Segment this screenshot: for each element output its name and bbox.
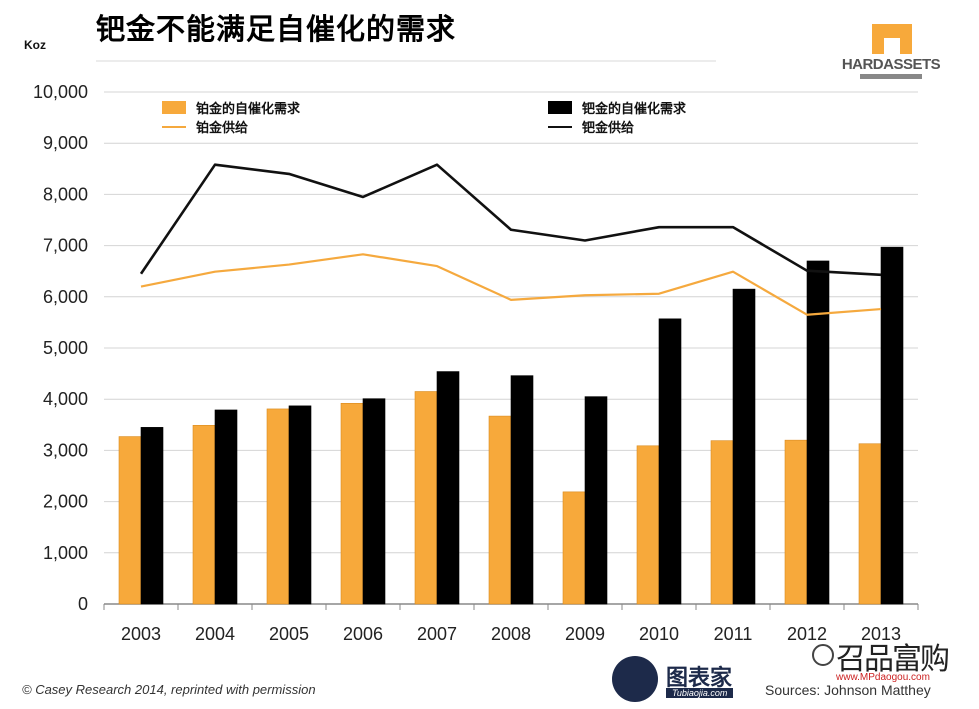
- palladium-demand-bar: [288, 405, 312, 605]
- palladium-demand-bar: [658, 318, 682, 605]
- y-tick-label: 5,000: [43, 338, 88, 358]
- y-tick-label: 0: [78, 594, 88, 614]
- palladium-demand-bar: [214, 409, 238, 605]
- bar-layer: [118, 246, 904, 605]
- platinum-supply-line: [140, 253, 882, 316]
- logo-text: HARDASSETS: [841, 56, 941, 73]
- x-tick-label: 2004: [195, 624, 235, 644]
- title-divider: [96, 60, 716, 62]
- grid-layer: [103, 91, 919, 610]
- legend-label-palladium-supply: 钯金供给: [581, 120, 634, 136]
- palladium-demand-bar: [806, 260, 830, 605]
- palladium-demand-bar: [880, 246, 904, 605]
- platinum-demand-bar: [858, 443, 882, 605]
- source-text: Sources: Johnson Matthey: [765, 682, 931, 698]
- platinum-demand-bar: [118, 436, 142, 605]
- y-tick-label: 8,000: [43, 184, 88, 204]
- palladium-demand-bar: [436, 371, 460, 605]
- y-tick-label: 10,000: [33, 82, 88, 102]
- legend-label-platinum-demand: 铂金的自催化需求: [196, 101, 301, 117]
- x-tick-label: 2010: [639, 624, 679, 644]
- platinum-demand-bar: [562, 491, 586, 605]
- tubiaojia-text: 图表家: [666, 666, 733, 691]
- y-tick-label: 9,000: [43, 133, 88, 153]
- x-tick-label: 2006: [343, 624, 383, 644]
- palladium-demand-bar: [584, 396, 608, 605]
- legend-label-palladium-demand: 钯金的自催化需求: [581, 101, 687, 117]
- x-tick-label: 2005: [269, 624, 309, 644]
- y-axis-unit: Koz: [24, 38, 46, 52]
- y-tick-label: 7,000: [43, 236, 88, 256]
- y-tick-label: 4,000: [43, 389, 88, 409]
- y-tick-label: 6,000: [43, 287, 88, 307]
- x-tick-labels: 2003 2004 2005 2006 2007 2008 2009 2010 2011 2012…: [121, 624, 901, 644]
- line-layer: [139, 163, 882, 316]
- mpdaogou-text: 召品富购: [836, 642, 950, 677]
- palladium-supply-line: [139, 163, 882, 277]
- y-tick-label: 3,000: [43, 440, 88, 460]
- platinum-demand-bar: [414, 391, 438, 605]
- tubiaojia-url: Tubiaojia.com: [666, 688, 734, 698]
- y-tick-label: 2,000: [43, 492, 88, 512]
- legend-swatch-palladium-demand: [548, 101, 572, 114]
- palladium-demand-bar: [362, 398, 386, 605]
- platinum-demand-bar: [192, 425, 216, 605]
- platinum-demand-bar: [340, 402, 364, 605]
- y-tick-label: 1,000: [43, 543, 88, 563]
- mpdaogou-url: www.MPdaogou.com: [836, 672, 930, 683]
- platinum-demand-bar: [266, 408, 290, 605]
- platinum-demand-bar: [488, 415, 512, 605]
- x-tick-label: 2009: [565, 624, 605, 644]
- legend: 铂金的自催化需求 钯金的自催化需求 铂金供给 钯金供给: [162, 101, 687, 136]
- tubiaojia-watermark: 图表家 Tubiaojia.com: [612, 656, 762, 702]
- x-tick-label: 2003: [121, 624, 161, 644]
- y-tick-labels: 0 1,000 2,000 3,000 4,000 5,000 6,000 7,000 8,00…: [33, 82, 88, 614]
- mpdaogou-watermark: 召品富购 www.MPdaogou.com: [812, 634, 962, 684]
- x-tick-label: 2012: [787, 624, 827, 644]
- logo-mark-icon: [872, 24, 912, 54]
- platinum-demand-bar: [784, 439, 808, 605]
- wechat-icon: [812, 644, 834, 666]
- x-tick-label: 2013: [861, 624, 901, 644]
- palladium-demand-bar: [140, 427, 164, 605]
- x-tick-label: 2007: [417, 624, 457, 644]
- palladium-demand-bar: [732, 288, 756, 605]
- palladium-demand-bar: [510, 375, 534, 605]
- x-tick-label: 2011: [714, 624, 753, 644]
- legend-label-platinum-supply: 铂金供给: [196, 120, 248, 136]
- chart-title: 钯金不能满足自催化的需求: [96, 12, 457, 46]
- tubiaojia-badge-icon: [612, 656, 658, 702]
- platinum-demand-bar: [710, 440, 734, 605]
- hard-assets-logo: HARDASSETS: [836, 22, 946, 82]
- credit-text: © Casey Research 2014, reprinted with pe…: [22, 682, 316, 697]
- legend-swatch-platinum-demand: [162, 101, 186, 114]
- x-tick-label: 2008: [491, 624, 531, 644]
- platinum-demand-bar: [636, 445, 660, 605]
- logo-underline: [860, 74, 922, 79]
